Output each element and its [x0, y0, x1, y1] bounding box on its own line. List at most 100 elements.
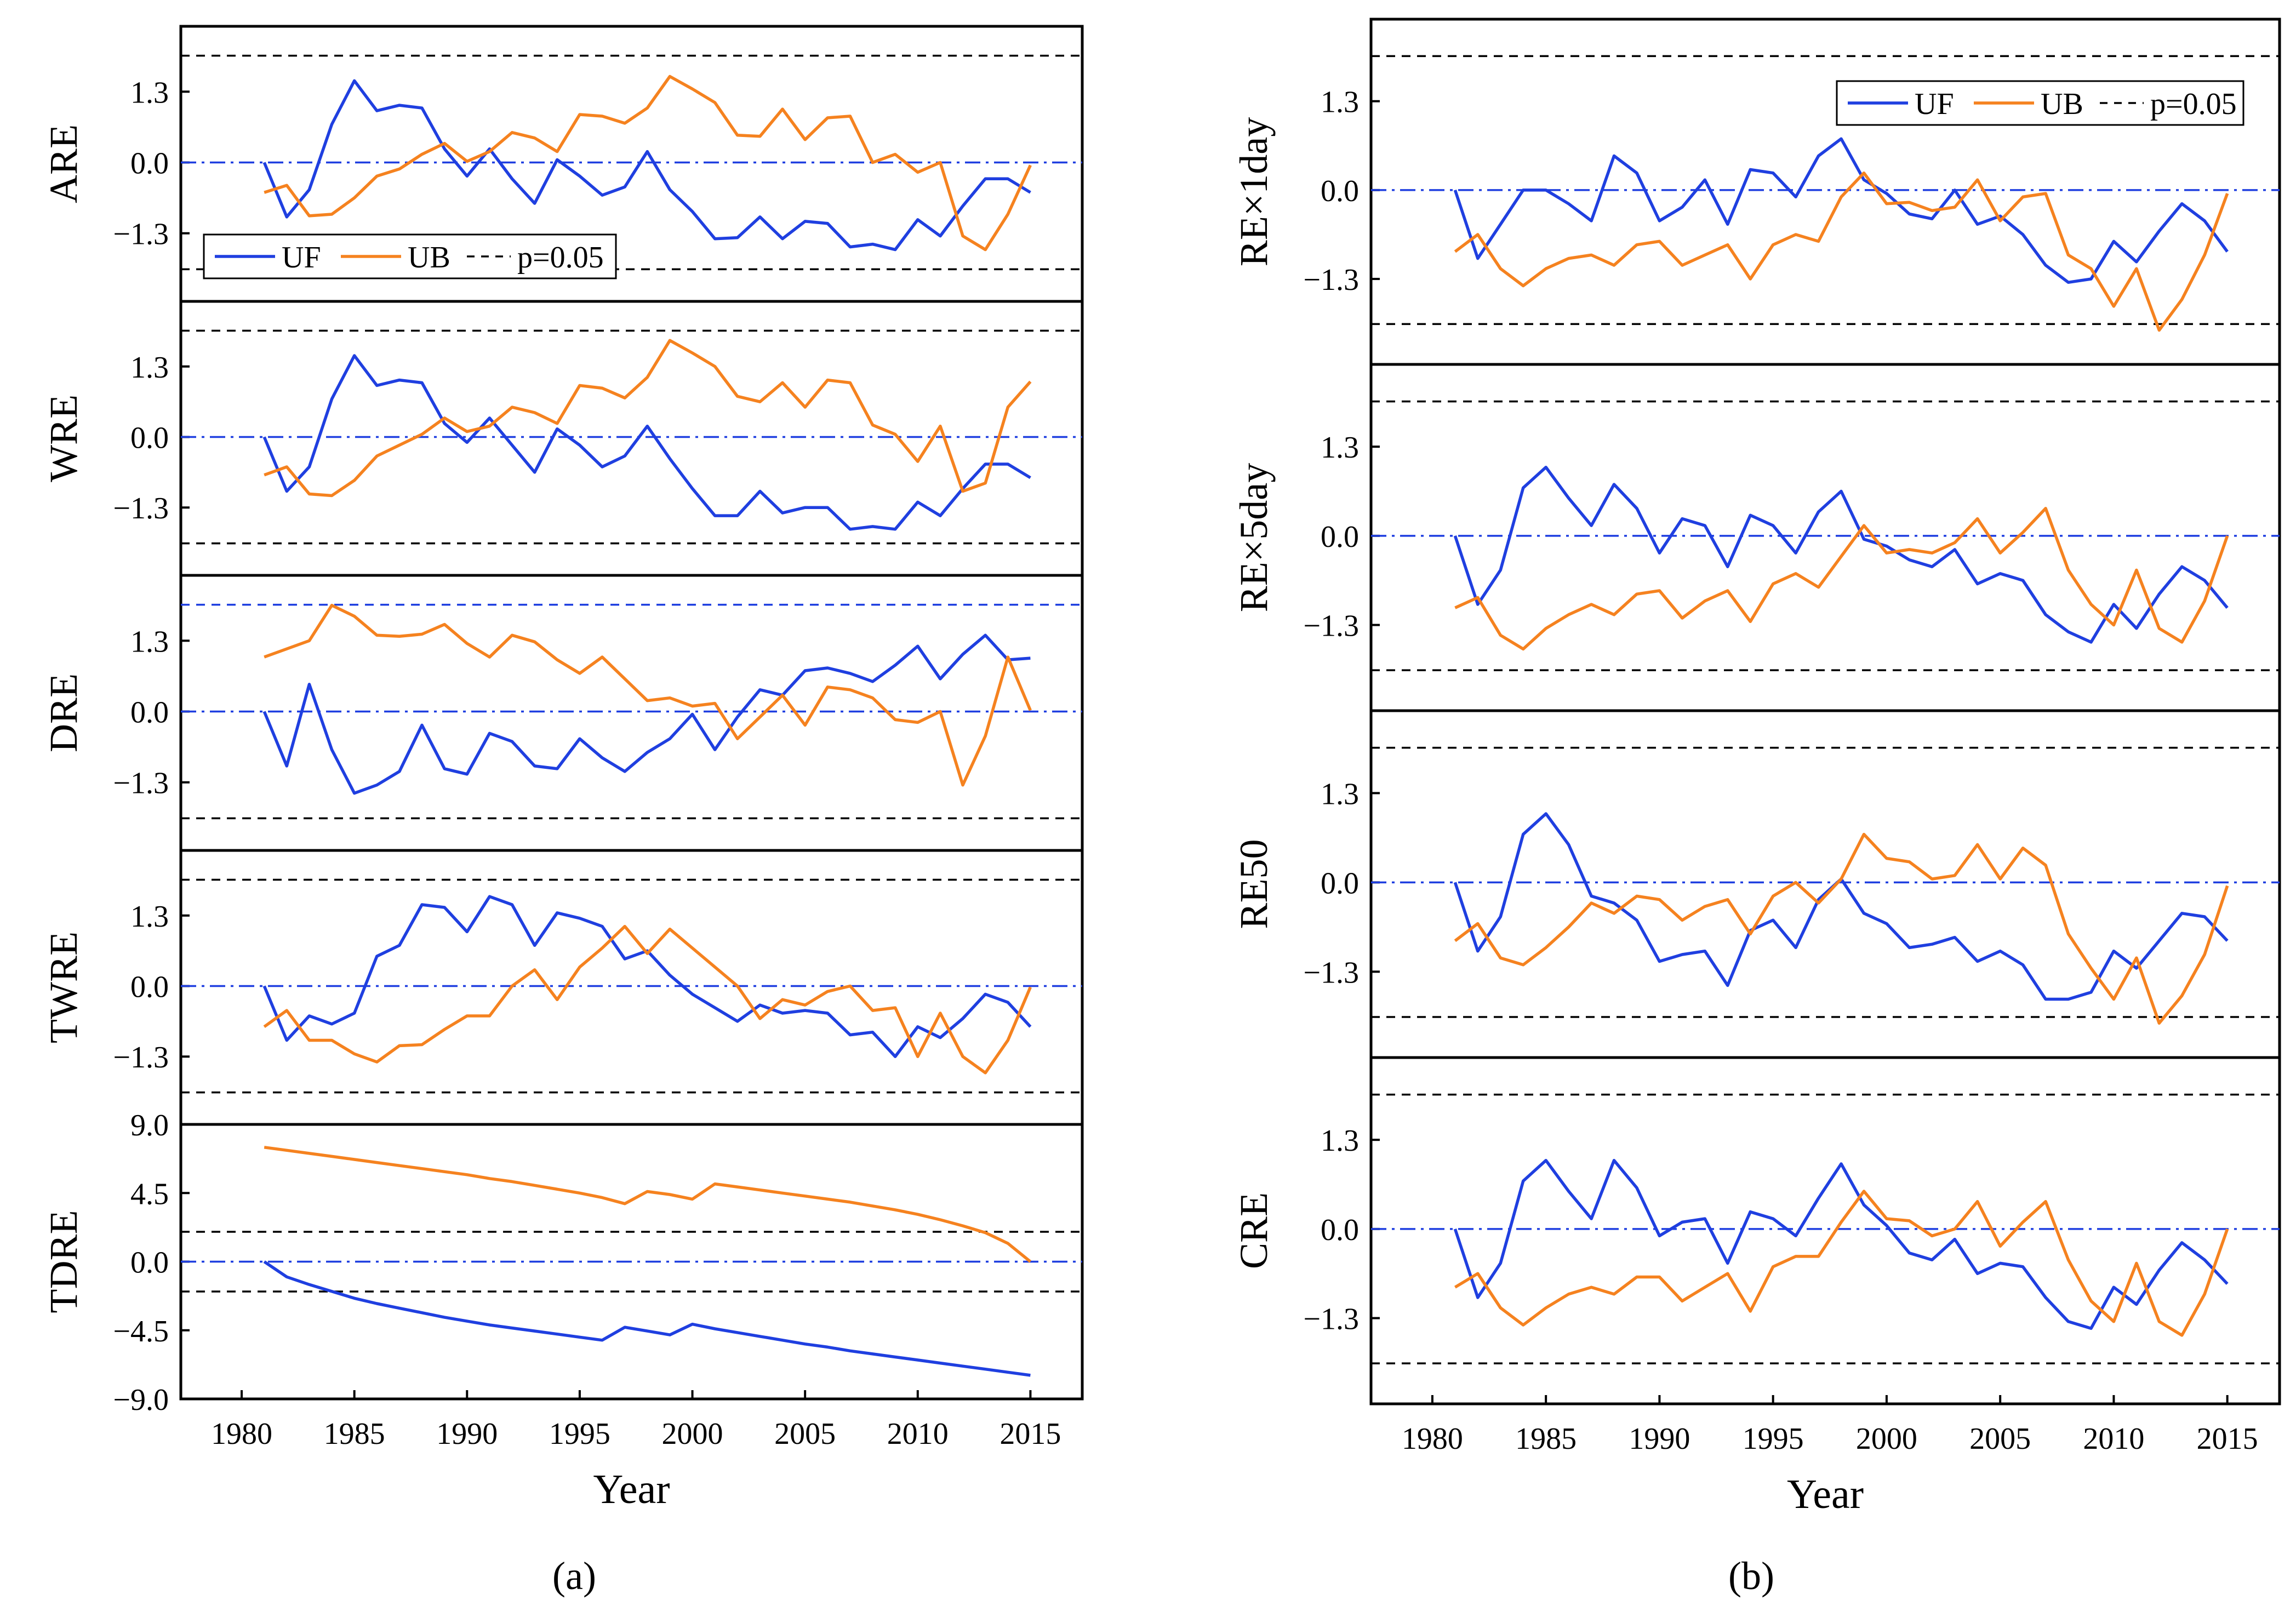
y-tick-label: 1.3	[1321, 777, 1359, 811]
x-tick-label: 2000	[662, 1417, 723, 1451]
plot-frame	[179, 300, 1084, 577]
plot-frame	[179, 574, 1084, 852]
x-tick-label: 1990	[436, 1417, 498, 1451]
x-tick-label: 1985	[1515, 1422, 1577, 1456]
x-tick-label: 1980	[1402, 1422, 1463, 1456]
series-line-ub	[264, 339, 1032, 498]
x-tick-label: 2005	[1969, 1422, 2031, 1456]
y-tick-label: −9.0	[113, 1383, 169, 1417]
y-axis-label: TWRE	[42, 932, 85, 1043]
y-tick-label: 0.0	[130, 1246, 169, 1280]
series-line-uf	[1453, 1158, 2229, 1330]
plot-frame	[1369, 709, 2281, 1059]
y-tick-label: −1.3	[1303, 956, 1359, 990]
legend-label-uf: UF	[1915, 87, 1954, 121]
y-tick-label: −1.3	[1303, 1302, 1359, 1336]
x-tick-label: 2015	[2197, 1422, 2258, 1456]
series-line-uf	[262, 895, 1032, 1058]
series-line-ub	[264, 603, 1032, 787]
series-line-uf	[262, 633, 1031, 795]
plot-frame	[1369, 363, 2281, 712]
series-line-ub	[263, 924, 1032, 1075]
series-line-ub	[264, 75, 1032, 252]
series-line-uf	[262, 354, 1031, 531]
y-tick-label: 0.0	[130, 970, 169, 1004]
y-tick-label: 1.3	[130, 351, 169, 385]
y-tick-label: 4.5	[130, 1177, 169, 1211]
x-tick-label: 1985	[324, 1417, 385, 1451]
legend: UF UB p=0.05	[1836, 80, 2244, 126]
y-tick-label: 1.3	[130, 625, 169, 659]
chart-b-re5day: 1.3 0.0 −1.3 RE×5day	[1232, 363, 2281, 712]
x-tick-label: 2000	[1856, 1422, 1917, 1456]
legend-label-ub: UB	[408, 241, 450, 275]
x-tick-label: 1990	[1629, 1422, 1690, 1456]
chart-b-re50: 1.3 0.0 −1.3 RE50	[1232, 709, 2281, 1059]
series-line-ub	[1454, 507, 2229, 651]
y-tick-label: 0.0	[130, 147, 169, 181]
y-tick-label: −4.5	[113, 1315, 169, 1349]
plot-frame	[179, 849, 1084, 1126]
panel-label-a: (a)	[552, 1554, 596, 1598]
y-tick-label: 1.3	[1321, 85, 1359, 119]
y-axis-label: ARE	[42, 124, 85, 203]
x-tick-label: 2015	[999, 1417, 1061, 1451]
plot-frame	[1369, 18, 2281, 366]
panel-label-b: (b)	[1728, 1554, 1774, 1598]
chart-a-dre: 1.3 0.0 −1.3 DRE	[42, 574, 1084, 852]
y-tick-label: 0.0	[130, 696, 169, 730]
legend-box	[203, 233, 617, 279]
y-tick-label: −1.3	[113, 1041, 169, 1075]
x-axis-label: Year	[593, 1466, 670, 1512]
chart-a-twre: 1.3 0.0 −1.3 TWRE	[42, 849, 1084, 1126]
x-tick-label: 1980	[211, 1417, 272, 1451]
legend: UF UB p=0.05	[203, 233, 617, 279]
y-tick-label: −1.3	[113, 492, 169, 525]
series-line-uf	[1453, 812, 2229, 1001]
x-tick-label: 1995	[549, 1417, 610, 1451]
y-tick-label: 1.3	[130, 76, 169, 110]
y-axis-label: RE×1day	[1232, 117, 1276, 267]
legend-label-uf: UF	[282, 241, 321, 275]
series-line-uf	[1453, 465, 2229, 644]
x-tick-label: 2010	[2083, 1422, 2144, 1456]
y-axis-label: DRE	[42, 673, 85, 752]
chart-a-wre: 1.3 0.0 −1.3 WRE	[42, 300, 1084, 577]
y-tick-label: −1.3	[113, 218, 169, 252]
series-line-ub	[264, 1146, 1032, 1263]
plot-frame	[1369, 1056, 2281, 1405]
y-axis-label: RE50	[1232, 839, 1276, 929]
y-tick-label: 1.3	[130, 900, 169, 934]
x-tick-label: 1995	[1743, 1422, 1804, 1456]
y-tick-label: 0.0	[1321, 1213, 1359, 1247]
y-tick-label: 9.0	[130, 1109, 169, 1142]
y-axis-label: RE×5day	[1232, 463, 1276, 613]
chart-b-cre: 1.3 0.0 −1.3 CRE 1980 1985 1990 1995 2000 2005 201…	[1232, 1056, 2281, 1517]
chart-a-tdre: 9.0 4.5 0.0 −4.5 −9.0 TDRE 1980 1985 1990 1995 200…	[42, 1109, 1084, 1512]
legend-label-ub: UB	[2041, 87, 2083, 121]
y-tick-label: 1.3	[1321, 431, 1359, 465]
series-line-uf	[263, 1260, 1031, 1377]
series-line-ub	[1454, 832, 2229, 1025]
y-axis-label: TDRE	[42, 1210, 85, 1313]
series-line-uf	[262, 79, 1031, 252]
series-line-ub	[1454, 1190, 2229, 1337]
legend-label-sig: p=0.05	[517, 241, 604, 275]
y-tick-label: −1.3	[1303, 609, 1359, 643]
chart-a-are: 1.3 0.0 −1.3 ARE UF UB p=0.05	[42, 25, 1084, 303]
y-tick-label: 0.0	[130, 421, 169, 455]
x-axis-label: Year	[1787, 1471, 1864, 1517]
y-axis-label: CRE	[1232, 1192, 1276, 1269]
y-tick-label: 0.0	[1321, 174, 1359, 208]
y-tick-label: −1.3	[113, 767, 169, 801]
y-tick-label: 0.0	[1321, 520, 1359, 554]
x-tick-label: 2010	[887, 1417, 949, 1451]
legend-label-sig: p=0.05	[2150, 87, 2237, 121]
series-line-uf	[1453, 137, 2229, 284]
series-line-ub	[1454, 171, 2229, 332]
y-tick-label: −1.3	[1303, 263, 1359, 297]
y-tick-label: 1.3	[1321, 1124, 1359, 1158]
x-tick-label: 2005	[774, 1417, 836, 1451]
chart-b-re1day: 1.3 0.0 −1.3 RE×1day UF UB p=0.05	[1232, 18, 2281, 366]
